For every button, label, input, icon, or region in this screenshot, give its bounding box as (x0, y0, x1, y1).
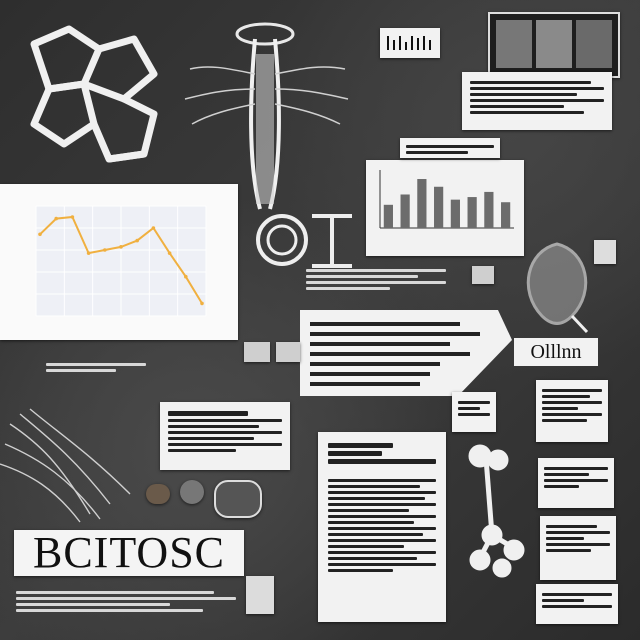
line-point (135, 238, 139, 243)
text-rows-left-top (46, 360, 146, 375)
line-point (70, 215, 75, 219)
molecule-illustration (468, 444, 525, 578)
bar (400, 194, 410, 228)
text-card-right-4 (536, 584, 618, 624)
text-card-right-1 (536, 380, 608, 442)
line-chart-card (0, 184, 238, 340)
bar (417, 179, 427, 228)
line-point (103, 248, 107, 252)
thumb-7 (472, 266, 494, 284)
center-document (318, 432, 446, 622)
thumb-4 (146, 484, 170, 504)
thumb-1 (244, 342, 270, 362)
bar-chart-card (366, 160, 524, 256)
label-card (380, 28, 440, 58)
thumb-8 (594, 240, 616, 264)
bar (467, 197, 477, 228)
thumb-6 (246, 576, 274, 614)
thumb-3 (214, 480, 262, 518)
arrow-text-card (300, 310, 512, 396)
line-point (86, 251, 91, 255)
text-card-right-3 (540, 516, 616, 580)
line-point (38, 232, 42, 237)
line-chart (35, 205, 207, 317)
bar (434, 186, 444, 228)
bar (484, 191, 494, 228)
text-rows-bottom-left (16, 588, 236, 615)
cell-network-illustration (30, 25, 158, 163)
caption-label: Olllnn (514, 338, 598, 366)
bar (501, 202, 511, 228)
bar (383, 204, 393, 228)
text-card-left-middle (160, 402, 290, 470)
bar-chart-header (400, 138, 500, 158)
line-point (54, 216, 58, 221)
bar-chart (379, 170, 514, 229)
spine-illustration (184, 22, 349, 210)
bulb-illustration (526, 242, 589, 334)
text-rows-center (306, 266, 446, 293)
line-point (119, 245, 123, 249)
text-panel-top-right (462, 72, 612, 130)
line-point (167, 251, 172, 255)
circular-emblem (256, 214, 352, 268)
headline-word: BCITOSC (14, 530, 244, 576)
image-strip (488, 12, 620, 78)
line-point (200, 301, 204, 306)
thumb-2 (276, 342, 300, 362)
bar (450, 199, 460, 228)
text-card-right-2 (538, 458, 614, 508)
line-point (151, 226, 156, 230)
small-tag (452, 392, 496, 432)
thumb-5 (180, 480, 204, 504)
line-point (184, 274, 188, 279)
fiber-illustration (0, 408, 131, 523)
